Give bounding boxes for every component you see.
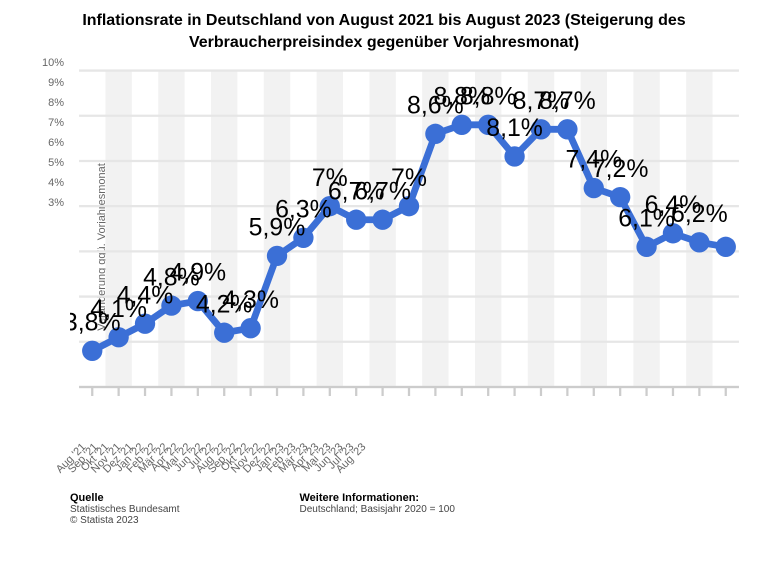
y-tick-label: 9% (48, 77, 70, 89)
chart-title: Inflationsrate in Deutschland von August… (0, 0, 768, 57)
y-tick-label: 6% (48, 137, 70, 149)
chart-footer: Quelle Statistisches Bundesamt © Statist… (70, 492, 748, 526)
footer-info-heading: Weitere Informationen: (300, 492, 455, 504)
chart-plot-area: Veränderung ggü. Vorjahresmonat 3,8%4,1%… (70, 57, 748, 437)
data-point-label: 8,8% (460, 83, 517, 111)
y-tick-label: 7% (48, 117, 70, 129)
data-point-label: 8,7% (539, 87, 596, 115)
y-tick-label: 10% (42, 57, 70, 69)
footer-source-column: Quelle Statistisches Bundesamt © Statist… (70, 492, 180, 526)
data-point-label: 4,9% (169, 259, 226, 287)
y-tick-label: 8% (48, 97, 70, 109)
data-point-label: 4,3% (222, 286, 279, 314)
y-tick-label: 3% (48, 197, 70, 209)
data-point-label: 8,1% (486, 114, 543, 142)
line-chart-svg: 3,8%4,1%4,4%4,8%4,9%4,2%4,3%5,9%6,3%7%6,… (70, 57, 748, 396)
footer-source-line2: © Statista 2023 (70, 515, 180, 526)
data-point-label: 6,2% (671, 200, 728, 228)
y-tick-label: 4% (48, 177, 70, 189)
footer-source-line1: Statistisches Bundesamt (70, 504, 180, 515)
data-point-label: 7,2% (592, 155, 649, 183)
footer-source-heading: Quelle (70, 492, 180, 504)
footer-info-column: Weitere Informationen: Deutschland; Basi… (300, 492, 455, 526)
y-tick-label: 5% (48, 157, 70, 169)
data-point-label: 7% (391, 164, 427, 192)
data-point-label: 6,3% (275, 196, 332, 224)
footer-info-line1: Deutschland; Basisjahr 2020 = 100 (300, 504, 455, 515)
x-axis-labels-container: Aug '21Sep '21Okt '21Nov '21Dez '21Jan '… (70, 437, 748, 492)
